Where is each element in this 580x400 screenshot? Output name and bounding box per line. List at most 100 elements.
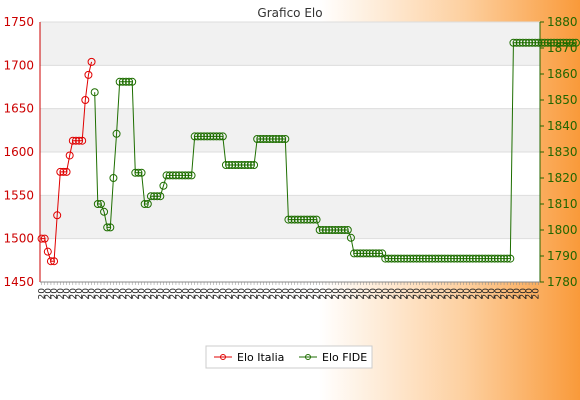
data-point bbox=[409, 254, 418, 263]
data-point bbox=[540, 38, 549, 47]
x-tick-label: 20 bbox=[44, 288, 54, 300]
data-point bbox=[84, 70, 93, 79]
x-tick-label: 20 bbox=[525, 288, 535, 300]
data-point bbox=[62, 167, 71, 176]
left-axis-ticks: 1450 1500 1550 1600 1650 1700 1750 bbox=[3, 15, 34, 289]
x-tick-label: 20 bbox=[425, 288, 435, 300]
x-tick-label: 20 bbox=[494, 288, 504, 300]
data-point bbox=[278, 135, 287, 143]
data-point bbox=[396, 254, 405, 263]
data-point bbox=[159, 181, 168, 190]
data-point bbox=[406, 254, 415, 263]
x-tick-label: 20 bbox=[450, 288, 460, 300]
data-point bbox=[393, 254, 402, 263]
x-tick-label: 20 bbox=[150, 288, 160, 300]
right-tick-label: 1780 bbox=[547, 275, 578, 289]
data-point bbox=[443, 254, 452, 263]
x-tick-label: 20 bbox=[219, 288, 229, 300]
right-tick-label: 1790 bbox=[547, 249, 578, 263]
data-point bbox=[59, 167, 68, 176]
data-point bbox=[106, 223, 115, 232]
x-tick-label: 20 bbox=[313, 288, 323, 300]
right-tick-label: 1800 bbox=[547, 223, 578, 237]
data-point bbox=[296, 215, 305, 224]
data-point bbox=[259, 135, 268, 143]
data-point bbox=[531, 38, 540, 47]
x-tick-label: 20 bbox=[275, 288, 285, 300]
data-point bbox=[90, 88, 99, 97]
right-tick-label: 1830 bbox=[547, 145, 578, 159]
data-point bbox=[112, 129, 121, 138]
x-tick-label: 20 bbox=[506, 288, 516, 300]
x-tick-label: 20 bbox=[356, 288, 366, 300]
data-point bbox=[196, 132, 205, 141]
data-point bbox=[337, 226, 346, 234]
x-tick-label: 20 bbox=[106, 288, 116, 300]
series-elo-fide bbox=[90, 38, 580, 263]
data-point bbox=[209, 132, 218, 141]
data-point bbox=[425, 254, 434, 263]
x-tick-label: 20 bbox=[325, 288, 335, 300]
data-point bbox=[506, 254, 515, 263]
data-point bbox=[287, 215, 296, 224]
left-tick-label: 1650 bbox=[3, 102, 34, 116]
data-point bbox=[546, 38, 555, 47]
x-tick-label: 20 bbox=[481, 288, 491, 300]
data-point bbox=[125, 77, 134, 86]
data-point bbox=[303, 215, 312, 224]
data-point bbox=[300, 215, 309, 224]
x-tick-label: 20 bbox=[500, 288, 510, 300]
x-tick-label: 20 bbox=[38, 288, 48, 300]
data-point bbox=[500, 254, 509, 263]
right-tick-label: 1840 bbox=[547, 119, 578, 133]
x-tick-label: 20 bbox=[281, 288, 291, 300]
x-tick-label: 20 bbox=[231, 288, 241, 300]
x-tick-label: 20 bbox=[75, 288, 85, 300]
x-tick-label: 20 bbox=[375, 288, 385, 300]
data-point bbox=[434, 254, 443, 263]
x-tick-label: 20 bbox=[319, 288, 329, 300]
left-tick-label: 1750 bbox=[3, 15, 34, 29]
data-point bbox=[437, 254, 446, 263]
data-point bbox=[365, 249, 374, 258]
x-tick-label: 20 bbox=[63, 288, 73, 300]
data-point bbox=[487, 254, 496, 263]
data-point bbox=[446, 254, 455, 263]
data-point bbox=[543, 38, 552, 47]
x-tick-label: 20 bbox=[256, 288, 266, 300]
data-point bbox=[534, 38, 543, 47]
data-point bbox=[328, 226, 337, 234]
data-point bbox=[468, 254, 477, 263]
x-tick-label: 20 bbox=[69, 288, 79, 300]
data-point bbox=[450, 254, 459, 263]
data-point bbox=[262, 135, 271, 143]
data-point bbox=[331, 226, 340, 234]
legend-italia-label: Elo Italia bbox=[237, 351, 284, 364]
x-tick-label: 20 bbox=[406, 288, 416, 300]
data-point bbox=[271, 135, 280, 143]
x-tick-label: 20 bbox=[88, 288, 98, 300]
series-layer bbox=[37, 38, 580, 266]
data-point bbox=[181, 171, 190, 180]
data-point bbox=[37, 234, 46, 243]
data-point bbox=[537, 38, 546, 47]
data-point bbox=[315, 226, 324, 234]
data-point bbox=[190, 132, 199, 141]
x-tick-label: 20 bbox=[50, 288, 60, 300]
data-point bbox=[137, 168, 146, 177]
data-point bbox=[178, 171, 187, 180]
x-tick-label: 20 bbox=[156, 288, 166, 300]
data-point bbox=[375, 249, 384, 258]
legend-fide-label: Elo FIDE bbox=[322, 351, 367, 364]
data-point bbox=[184, 171, 193, 180]
right-tick-label: 1810 bbox=[547, 197, 578, 211]
grid-band bbox=[40, 195, 540, 239]
data-point bbox=[146, 192, 155, 201]
x-tick-label: 20 bbox=[175, 288, 185, 300]
data-point bbox=[381, 254, 390, 263]
data-point bbox=[387, 254, 396, 263]
data-point bbox=[371, 249, 380, 258]
data-point bbox=[53, 211, 62, 220]
data-point bbox=[140, 200, 149, 208]
x-tick-label: 20 bbox=[56, 288, 66, 300]
